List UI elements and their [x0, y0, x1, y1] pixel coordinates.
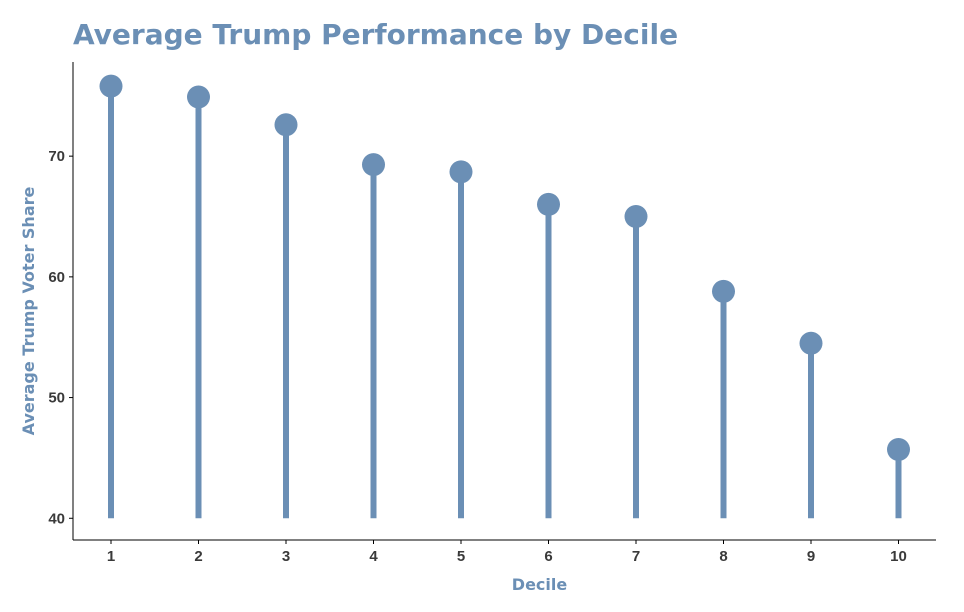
y-tick-label: 70 — [48, 148, 65, 165]
x-tick-label: 10 — [890, 548, 907, 565]
lollipop-point — [537, 192, 560, 216]
lollipop-point — [274, 113, 298, 137]
lollipop-point — [887, 437, 910, 461]
y-axis-title: Average Trump Voter Share — [19, 187, 38, 436]
y-axis-ticks: 40 50 60 70 — [48, 148, 73, 527]
x-tick-label: 6 — [544, 548, 552, 565]
y-tick-label: 50 — [48, 390, 65, 407]
x-tick-label: 3 — [282, 548, 290, 565]
x-tick-label: 1 — [107, 548, 115, 565]
x-axis-ticks: 1 2 3 4 5 6 7 8 9 10 — [107, 540, 907, 565]
x-tick-label: 4 — [369, 548, 378, 565]
x-tick-label: 9 — [807, 548, 815, 565]
lollipop-point — [99, 74, 123, 98]
lollipop-point — [712, 279, 735, 303]
axes — [72, 62, 936, 541]
lollipop-point — [362, 153, 385, 177]
x-tick-label: 5 — [457, 548, 465, 565]
lollipop-marks — [99, 74, 910, 519]
lollipop-point — [449, 160, 473, 184]
chart-title: Average Trump Performance by Decile — [73, 18, 679, 51]
y-tick-label: 40 — [48, 510, 65, 527]
x-tick-label: 7 — [632, 548, 640, 565]
y-tick-label: 60 — [48, 269, 65, 286]
x-tick-label: 8 — [719, 548, 727, 565]
lollipop-point — [187, 85, 210, 109]
lollipop-point — [624, 205, 648, 229]
x-axis-title: Decile — [512, 575, 568, 594]
lollipop-point — [799, 331, 823, 355]
x-tick-label: 2 — [194, 548, 202, 565]
